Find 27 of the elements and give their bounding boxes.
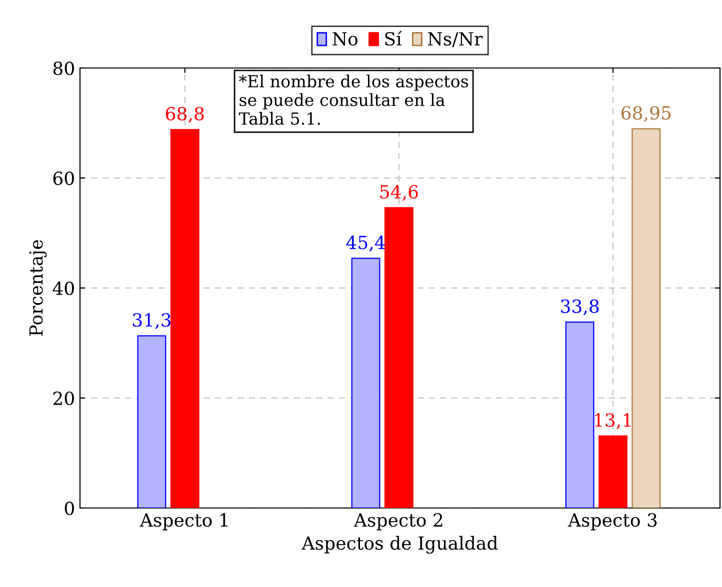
data-label: 68,8 xyxy=(166,106,204,123)
y-tick-label: 80 xyxy=(53,61,74,76)
bar xyxy=(170,129,200,508)
y-tick-label: 40 xyxy=(52,281,74,296)
legend-label: Sí xyxy=(385,30,402,46)
annotation: *El nombre de los aspectos se puede consultar en la Tabla 5.1. xyxy=(238,74,468,125)
bar xyxy=(351,258,380,508)
bar xyxy=(598,435,628,508)
x-axis-title: Aspectos de Igualdad xyxy=(302,536,498,554)
bar xyxy=(384,207,414,508)
data-label: 33,8 xyxy=(561,299,599,316)
y-axis-title: Porcentaje xyxy=(29,240,47,336)
data-label: 13,1 xyxy=(595,413,631,430)
y-tick-label: 0 xyxy=(64,501,74,516)
x-tick-label: Aspecto 2 xyxy=(354,513,442,530)
x-tick-label: Aspecto 3 xyxy=(568,513,657,530)
data-label: 68,95 xyxy=(622,106,671,122)
data-label: 31,3 xyxy=(132,313,170,329)
y-tick-label: 60 xyxy=(53,171,74,186)
legend-label: No xyxy=(332,32,358,46)
x-tick-label: Aspecto 1 xyxy=(140,513,228,530)
bar xyxy=(565,322,594,508)
y-tick-label: 20 xyxy=(53,391,74,406)
bar xyxy=(137,335,166,508)
bar xyxy=(632,128,661,508)
data-label: 54,6 xyxy=(380,184,418,201)
legend-label: Ns/Nr xyxy=(428,32,483,48)
